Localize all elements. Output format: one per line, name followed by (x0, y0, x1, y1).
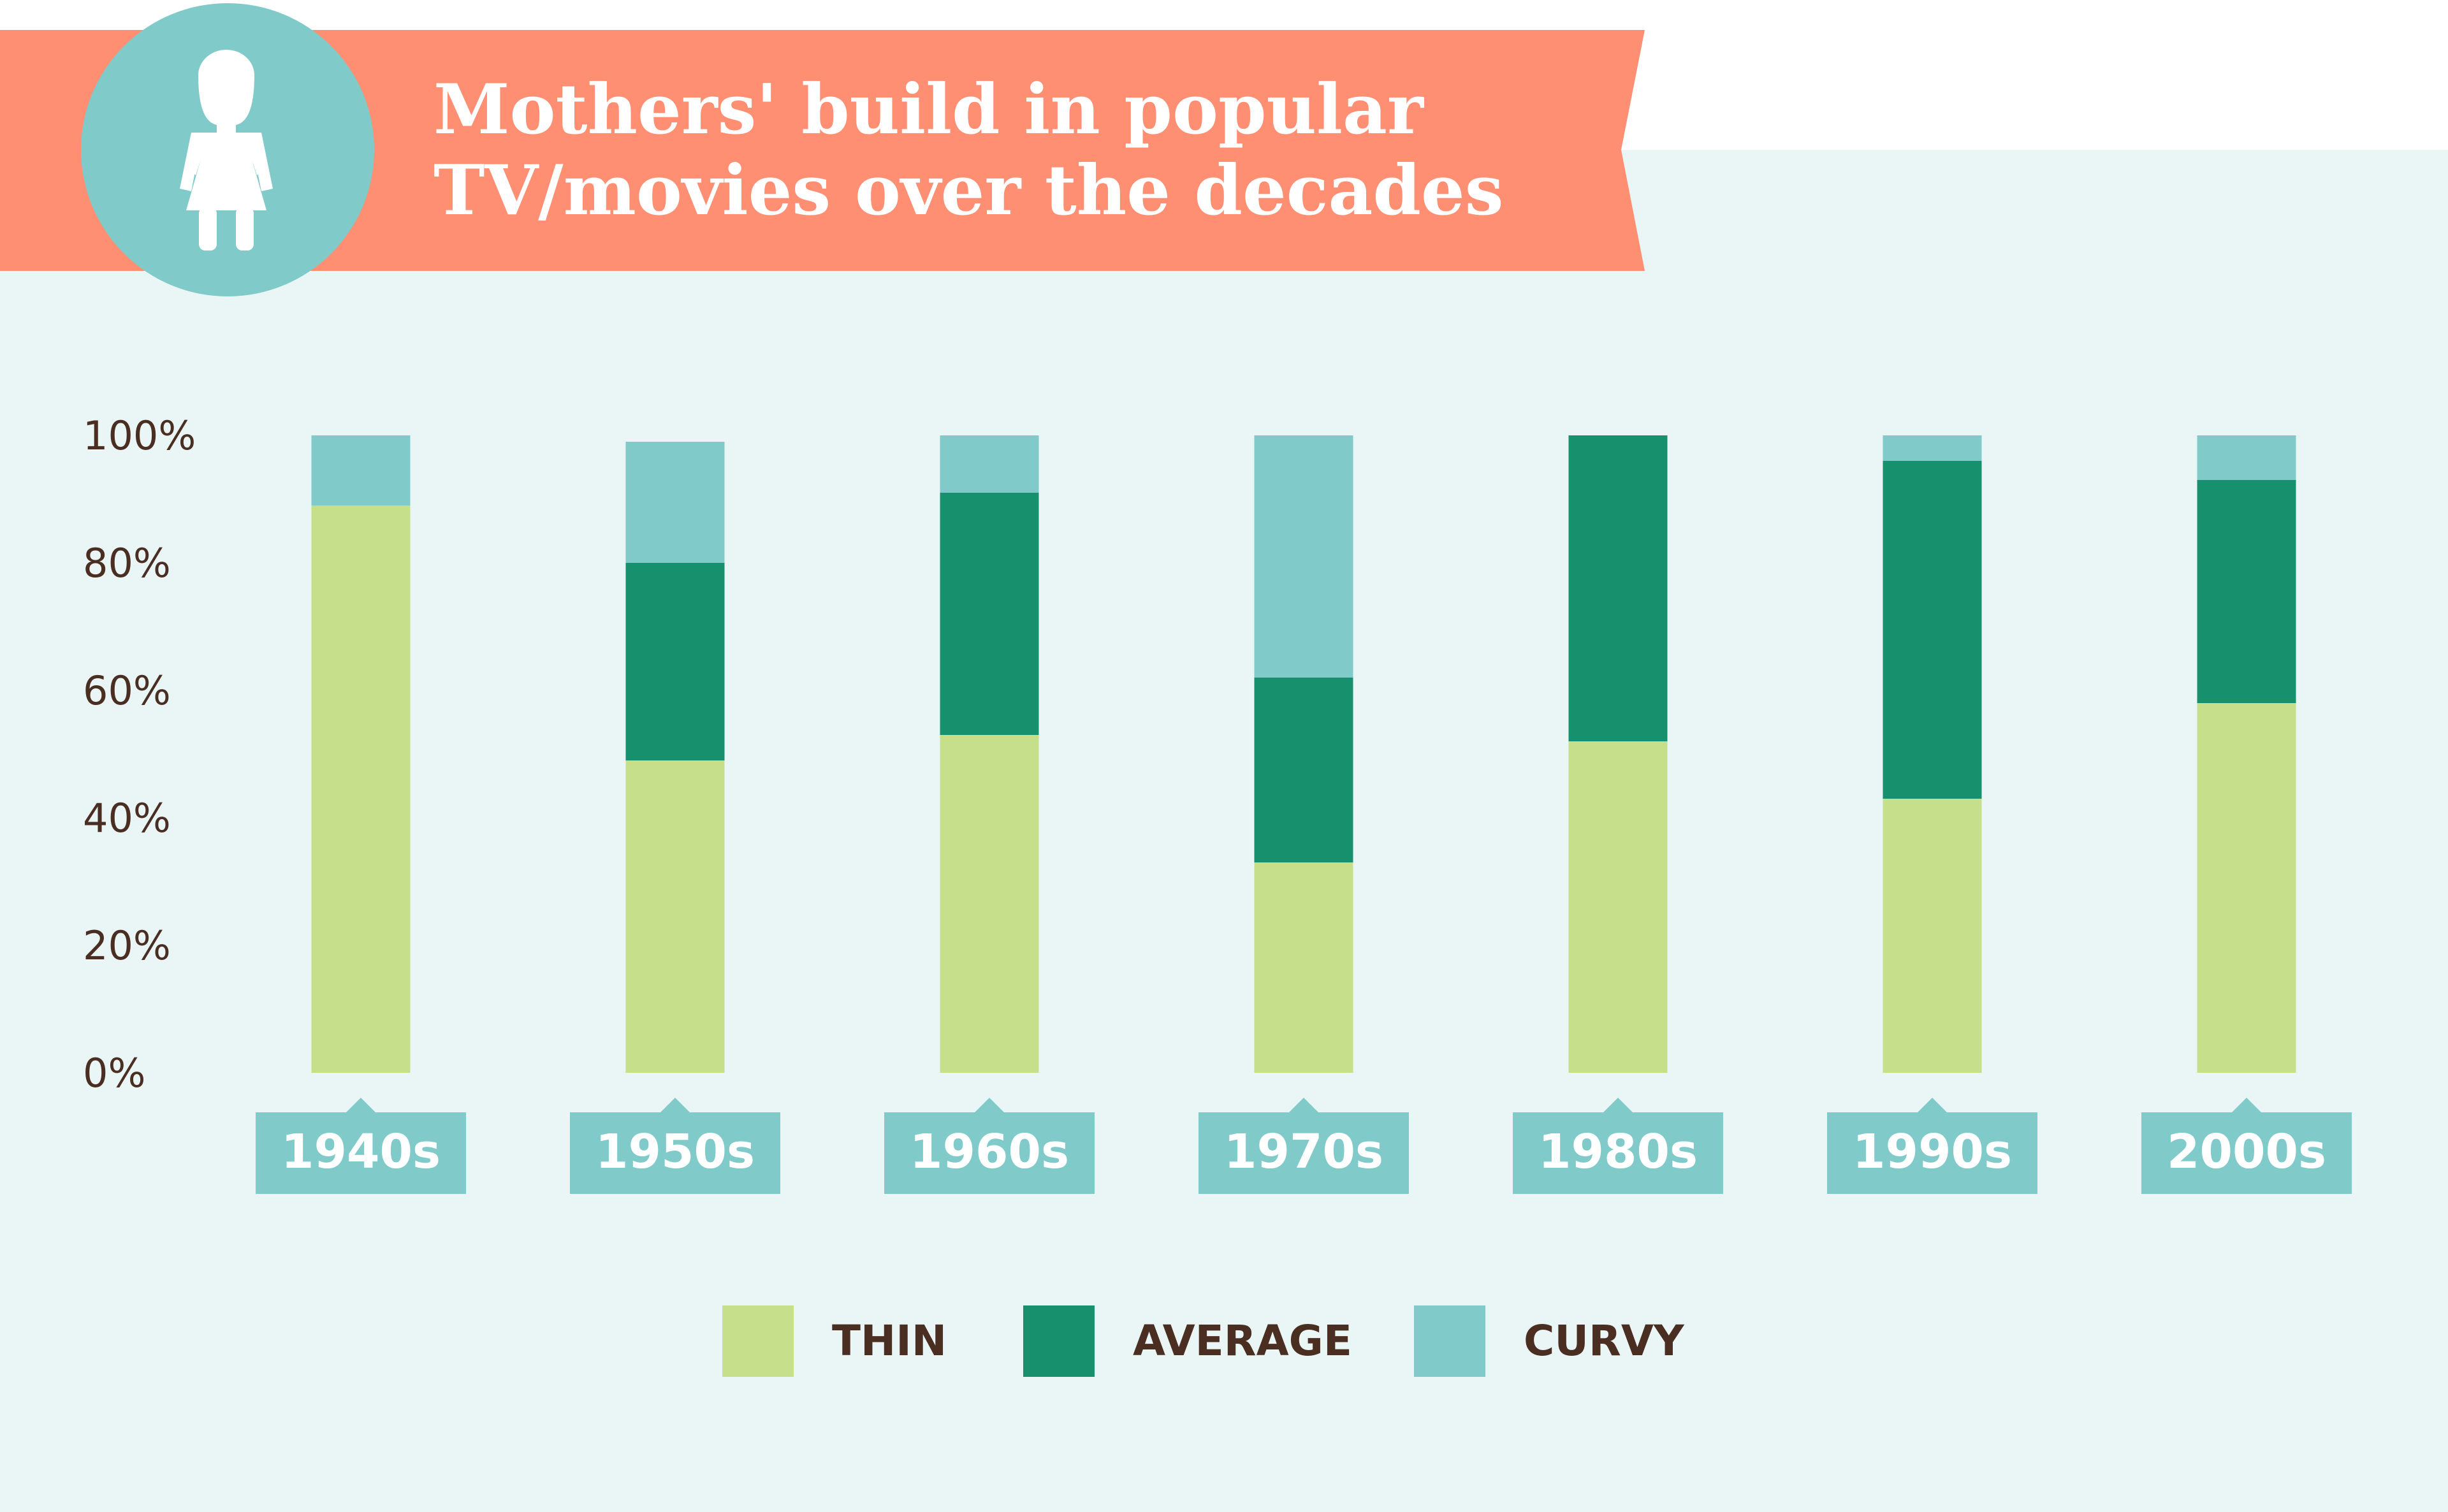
chart-title-line-1: Mothers' build in popular (433, 69, 1424, 150)
category-label-2000s: 2000s (2167, 1124, 2326, 1179)
legend-swatch-average (1023, 1305, 1095, 1377)
category-tag-pointer-1940s (346, 1098, 376, 1113)
legend-swatch-curvy (1414, 1305, 1485, 1377)
banner-ribbon (0, 30, 1645, 271)
category-tag-pointer-2000s (2231, 1098, 2262, 1113)
y-tick-label: 40% (83, 795, 171, 841)
legend-item-curvy: CURVY (1414, 1305, 1684, 1377)
y-tick-label: 20% (83, 922, 171, 969)
legend-label-curvy: CURVY (1524, 1316, 1684, 1365)
bar-average-1980s (1568, 435, 1668, 741)
legend-label-thin: THIN (832, 1316, 947, 1365)
bar-thin-1970s (1254, 862, 1353, 1073)
category-label-1960s: 1960s (910, 1124, 1069, 1179)
bar-curvy-2000s (2197, 435, 2296, 480)
bar-curvy-1960s (940, 435, 1039, 493)
legend-swatch-thin (722, 1305, 794, 1377)
bar-average-1960s (940, 493, 1039, 735)
category-tag-2000s (2141, 1112, 2352, 1194)
bar-curvy-1950s (625, 442, 725, 563)
category-tag-1940s (256, 1112, 466, 1194)
category-tag-1960s (884, 1112, 1095, 1194)
title-banner (0, 3, 1645, 296)
bar-curvy-1940s (311, 435, 411, 505)
y-tick-label: 80% (83, 540, 171, 586)
category-label-1980s: 1980s (1538, 1124, 1698, 1179)
bar-curvy-1990s (1883, 435, 1982, 461)
category-label-1970s: 1970s (1224, 1124, 1383, 1179)
bar-thin-1940s (311, 505, 411, 1073)
category-tag-1990s (1827, 1112, 2037, 1194)
category-tag-pointer-1980s (1603, 1098, 1633, 1113)
category-tag-pointer-1960s (974, 1098, 1005, 1113)
legend-item-thin: THIN (722, 1305, 947, 1377)
category-tag-pointer-1950s (660, 1098, 690, 1113)
category-tag-pointer-1970s (1288, 1098, 1319, 1113)
bar-average-2000s (2197, 480, 2296, 703)
category-tag-1970s (1198, 1112, 1409, 1194)
category-label-1950s: 1950s (595, 1124, 755, 1179)
category-label-1940s: 1940s (281, 1124, 441, 1179)
bar-thin-1950s (625, 760, 725, 1073)
bar-curvy-1970s (1254, 435, 1353, 678)
bar-average-1950s (625, 563, 725, 760)
legend-item-average: AVERAGE (1023, 1305, 1352, 1377)
bar-thin-1990s (1883, 799, 1982, 1073)
category-tag-pointer-1990s (1917, 1098, 1948, 1113)
category-tag-1950s (570, 1112, 780, 1194)
bar-average-1970s (1254, 678, 1353, 862)
bar-thin-2000s (2197, 703, 2296, 1073)
category-label-1990s: 1990s (1853, 1124, 2012, 1179)
legend-label-average: AVERAGE (1133, 1316, 1352, 1365)
category-tag-1980s (1513, 1112, 1723, 1194)
bar-thin-1960s (940, 735, 1039, 1073)
y-tick-label: 0% (83, 1050, 145, 1096)
y-tick-label: 100% (83, 412, 196, 459)
woman-icon (180, 50, 273, 251)
chart-title-line-2: TV/movies over the decades (433, 150, 1504, 231)
bar-average-1990s (1883, 461, 1982, 799)
y-tick-label: 60% (83, 667, 171, 714)
bar-thin-1980s (1568, 741, 1668, 1073)
